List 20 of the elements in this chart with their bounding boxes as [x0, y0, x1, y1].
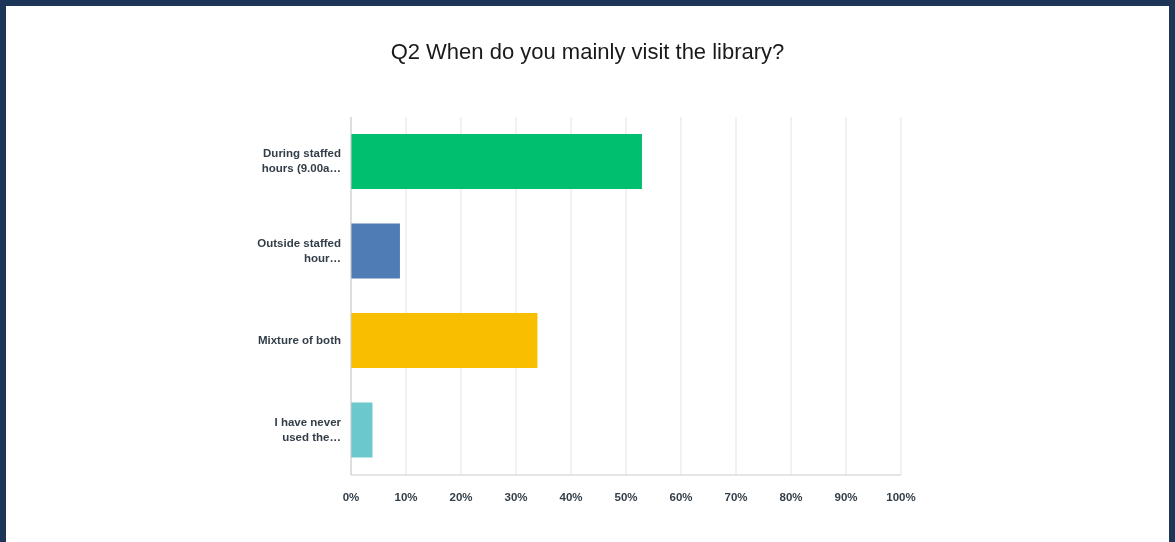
bar: [351, 223, 400, 279]
y-tick-label: I have never used the…: [274, 415, 342, 443]
x-tick-label: 50%: [614, 491, 638, 504]
x-tick-label: 40%: [559, 491, 583, 504]
x-tick-label: 0%: [342, 491, 360, 504]
x-tick-label: 70%: [724, 491, 748, 504]
x-tick-label: 60%: [669, 491, 693, 504]
x-tick-label: 30%: [504, 491, 528, 504]
x-tick-label: 80%: [779, 491, 803, 504]
x-tick-label: 100%: [886, 491, 916, 504]
x-tick-label: 90%: [834, 491, 858, 504]
bar: [351, 313, 538, 369]
bar: [351, 402, 373, 458]
bar: [351, 134, 642, 190]
y-tick-label: During staffed hours (9.00a…: [261, 147, 341, 175]
chart-title: Q2 When do you mainly visit the library?: [389, 39, 786, 65]
y-tick-label: Mixture of both: [257, 333, 341, 346]
y-tick-label: Outside staffed hour…: [257, 236, 341, 264]
x-tick-label: 20%: [449, 491, 473, 504]
x-tick-label: 10%: [394, 491, 418, 504]
